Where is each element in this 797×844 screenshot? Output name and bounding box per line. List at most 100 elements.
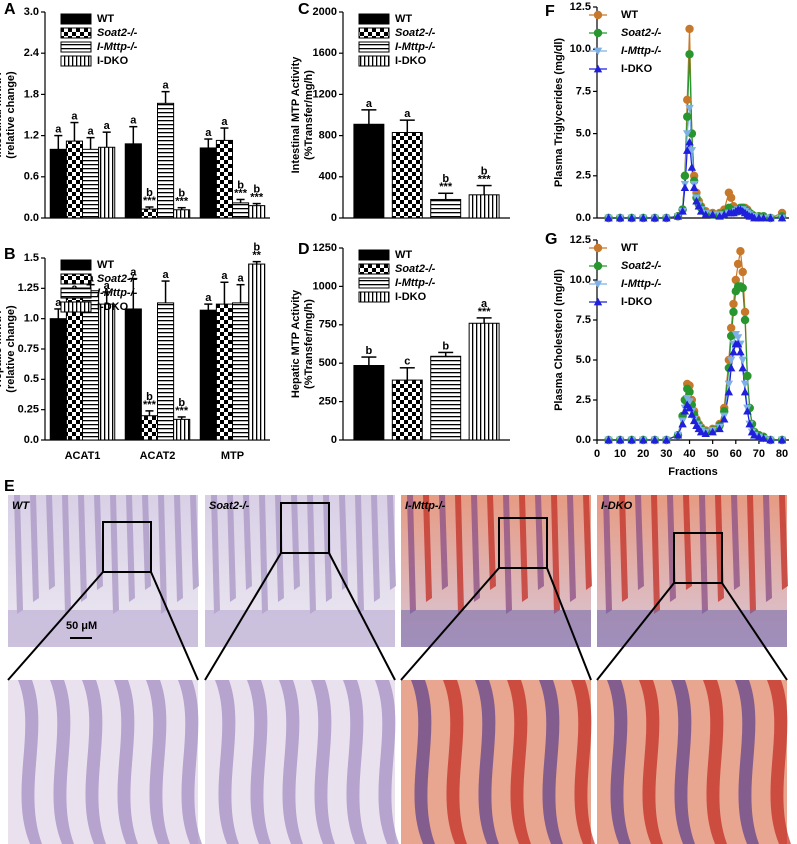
point <box>740 307 750 317</box>
bar <box>157 102 175 219</box>
point <box>687 163 697 171</box>
point <box>639 435 648 444</box>
crypt-layer <box>401 610 591 647</box>
point <box>726 356 736 365</box>
villus <box>14 495 23 614</box>
zoom-line <box>328 552 396 681</box>
point <box>673 431 683 439</box>
point <box>715 424 724 433</box>
villus-zoom <box>343 680 367 844</box>
bar <box>248 205 266 219</box>
point <box>736 247 745 256</box>
point <box>687 410 697 418</box>
point <box>604 435 613 444</box>
villus <box>142 495 151 590</box>
panel-label: G <box>545 231 557 248</box>
point <box>766 435 775 444</box>
zoom-line <box>721 582 788 681</box>
point <box>683 146 692 154</box>
point <box>726 193 736 202</box>
villus <box>471 495 480 602</box>
point <box>683 112 692 121</box>
villus-zoom <box>18 680 42 844</box>
legend-swatch <box>358 27 390 39</box>
x-tick-label: 20 <box>637 448 649 460</box>
villus <box>190 495 199 590</box>
villus-zoom <box>215 680 239 844</box>
legend-label: Soat2-/- <box>621 27 662 39</box>
y-tick-label: 1.8 <box>24 88 39 100</box>
legend-label: Soat2-/- <box>97 273 138 285</box>
villus <box>227 495 236 602</box>
x-tick-label: 60 <box>730 448 742 460</box>
villus-zoom <box>279 680 303 844</box>
point <box>750 431 759 439</box>
panel-label: A <box>4 1 16 18</box>
significance-label: *** <box>478 306 492 318</box>
significance-label: a <box>104 280 111 292</box>
x-tick-label: 80 <box>776 448 788 460</box>
bar <box>391 379 423 441</box>
legend-swatch <box>60 27 92 39</box>
villus <box>291 495 300 590</box>
y-tick-label: 0.0 <box>24 434 39 446</box>
significance-label: a <box>55 124 62 136</box>
villus <box>503 495 512 614</box>
villus-zoom <box>735 680 759 844</box>
bar <box>353 123 385 219</box>
point <box>650 213 660 222</box>
y-axis-label: Intestinal mRNA <box>0 72 4 157</box>
villus <box>30 495 39 602</box>
x-tick-label: 30 <box>660 448 672 460</box>
y-tick-label: 1.2 <box>24 130 39 142</box>
point <box>685 50 694 59</box>
significance-label: a <box>366 98 373 110</box>
point <box>685 403 694 412</box>
y-tick-label: 1600 <box>313 47 337 59</box>
point <box>745 419 754 428</box>
villus <box>763 495 772 602</box>
micrograph-zoom <box>401 680 591 844</box>
zoom-line <box>7 571 104 681</box>
legend-label: WT <box>621 9 638 21</box>
point <box>685 387 694 397</box>
legend-label: I-DKO <box>621 63 653 75</box>
villus-zoom <box>82 680 106 844</box>
villus <box>439 495 448 590</box>
villus <box>110 495 119 614</box>
point <box>615 435 625 444</box>
villus-zoom <box>50 680 74 844</box>
significance-label: a <box>130 115 137 127</box>
significance-label: ** <box>252 250 261 262</box>
legend-label: I-DKO <box>395 291 427 303</box>
y-tick-label: 5.0 <box>576 354 591 366</box>
point <box>627 435 636 444</box>
legend-swatch <box>358 55 390 67</box>
legend-swatch <box>60 301 92 313</box>
point <box>738 363 747 372</box>
villus-zoom <box>178 680 202 844</box>
villus <box>423 495 432 602</box>
significance-label: *** <box>175 196 189 208</box>
x-tick-label: ACAT1 <box>65 450 101 462</box>
significance-label: a <box>163 80 170 92</box>
villus <box>78 495 87 602</box>
panel-label: D <box>298 241 310 258</box>
zoom-box <box>673 532 723 584</box>
point <box>683 95 692 105</box>
significance-label: b <box>442 340 449 352</box>
y-tick-label: 0.0 <box>24 212 39 224</box>
bar <box>82 290 100 441</box>
zoom-line <box>596 582 675 681</box>
point <box>662 435 671 444</box>
point <box>673 212 683 220</box>
bar <box>49 148 67 219</box>
legend-label: Soat2-/- <box>395 27 436 39</box>
villus <box>779 495 788 590</box>
micrograph-zoom <box>597 680 787 844</box>
y-tick-label: 1000 <box>313 280 337 292</box>
villus <box>699 495 708 614</box>
legend-label: I-DKO <box>97 301 129 313</box>
legend-swatch <box>60 41 92 53</box>
bar <box>232 302 250 441</box>
